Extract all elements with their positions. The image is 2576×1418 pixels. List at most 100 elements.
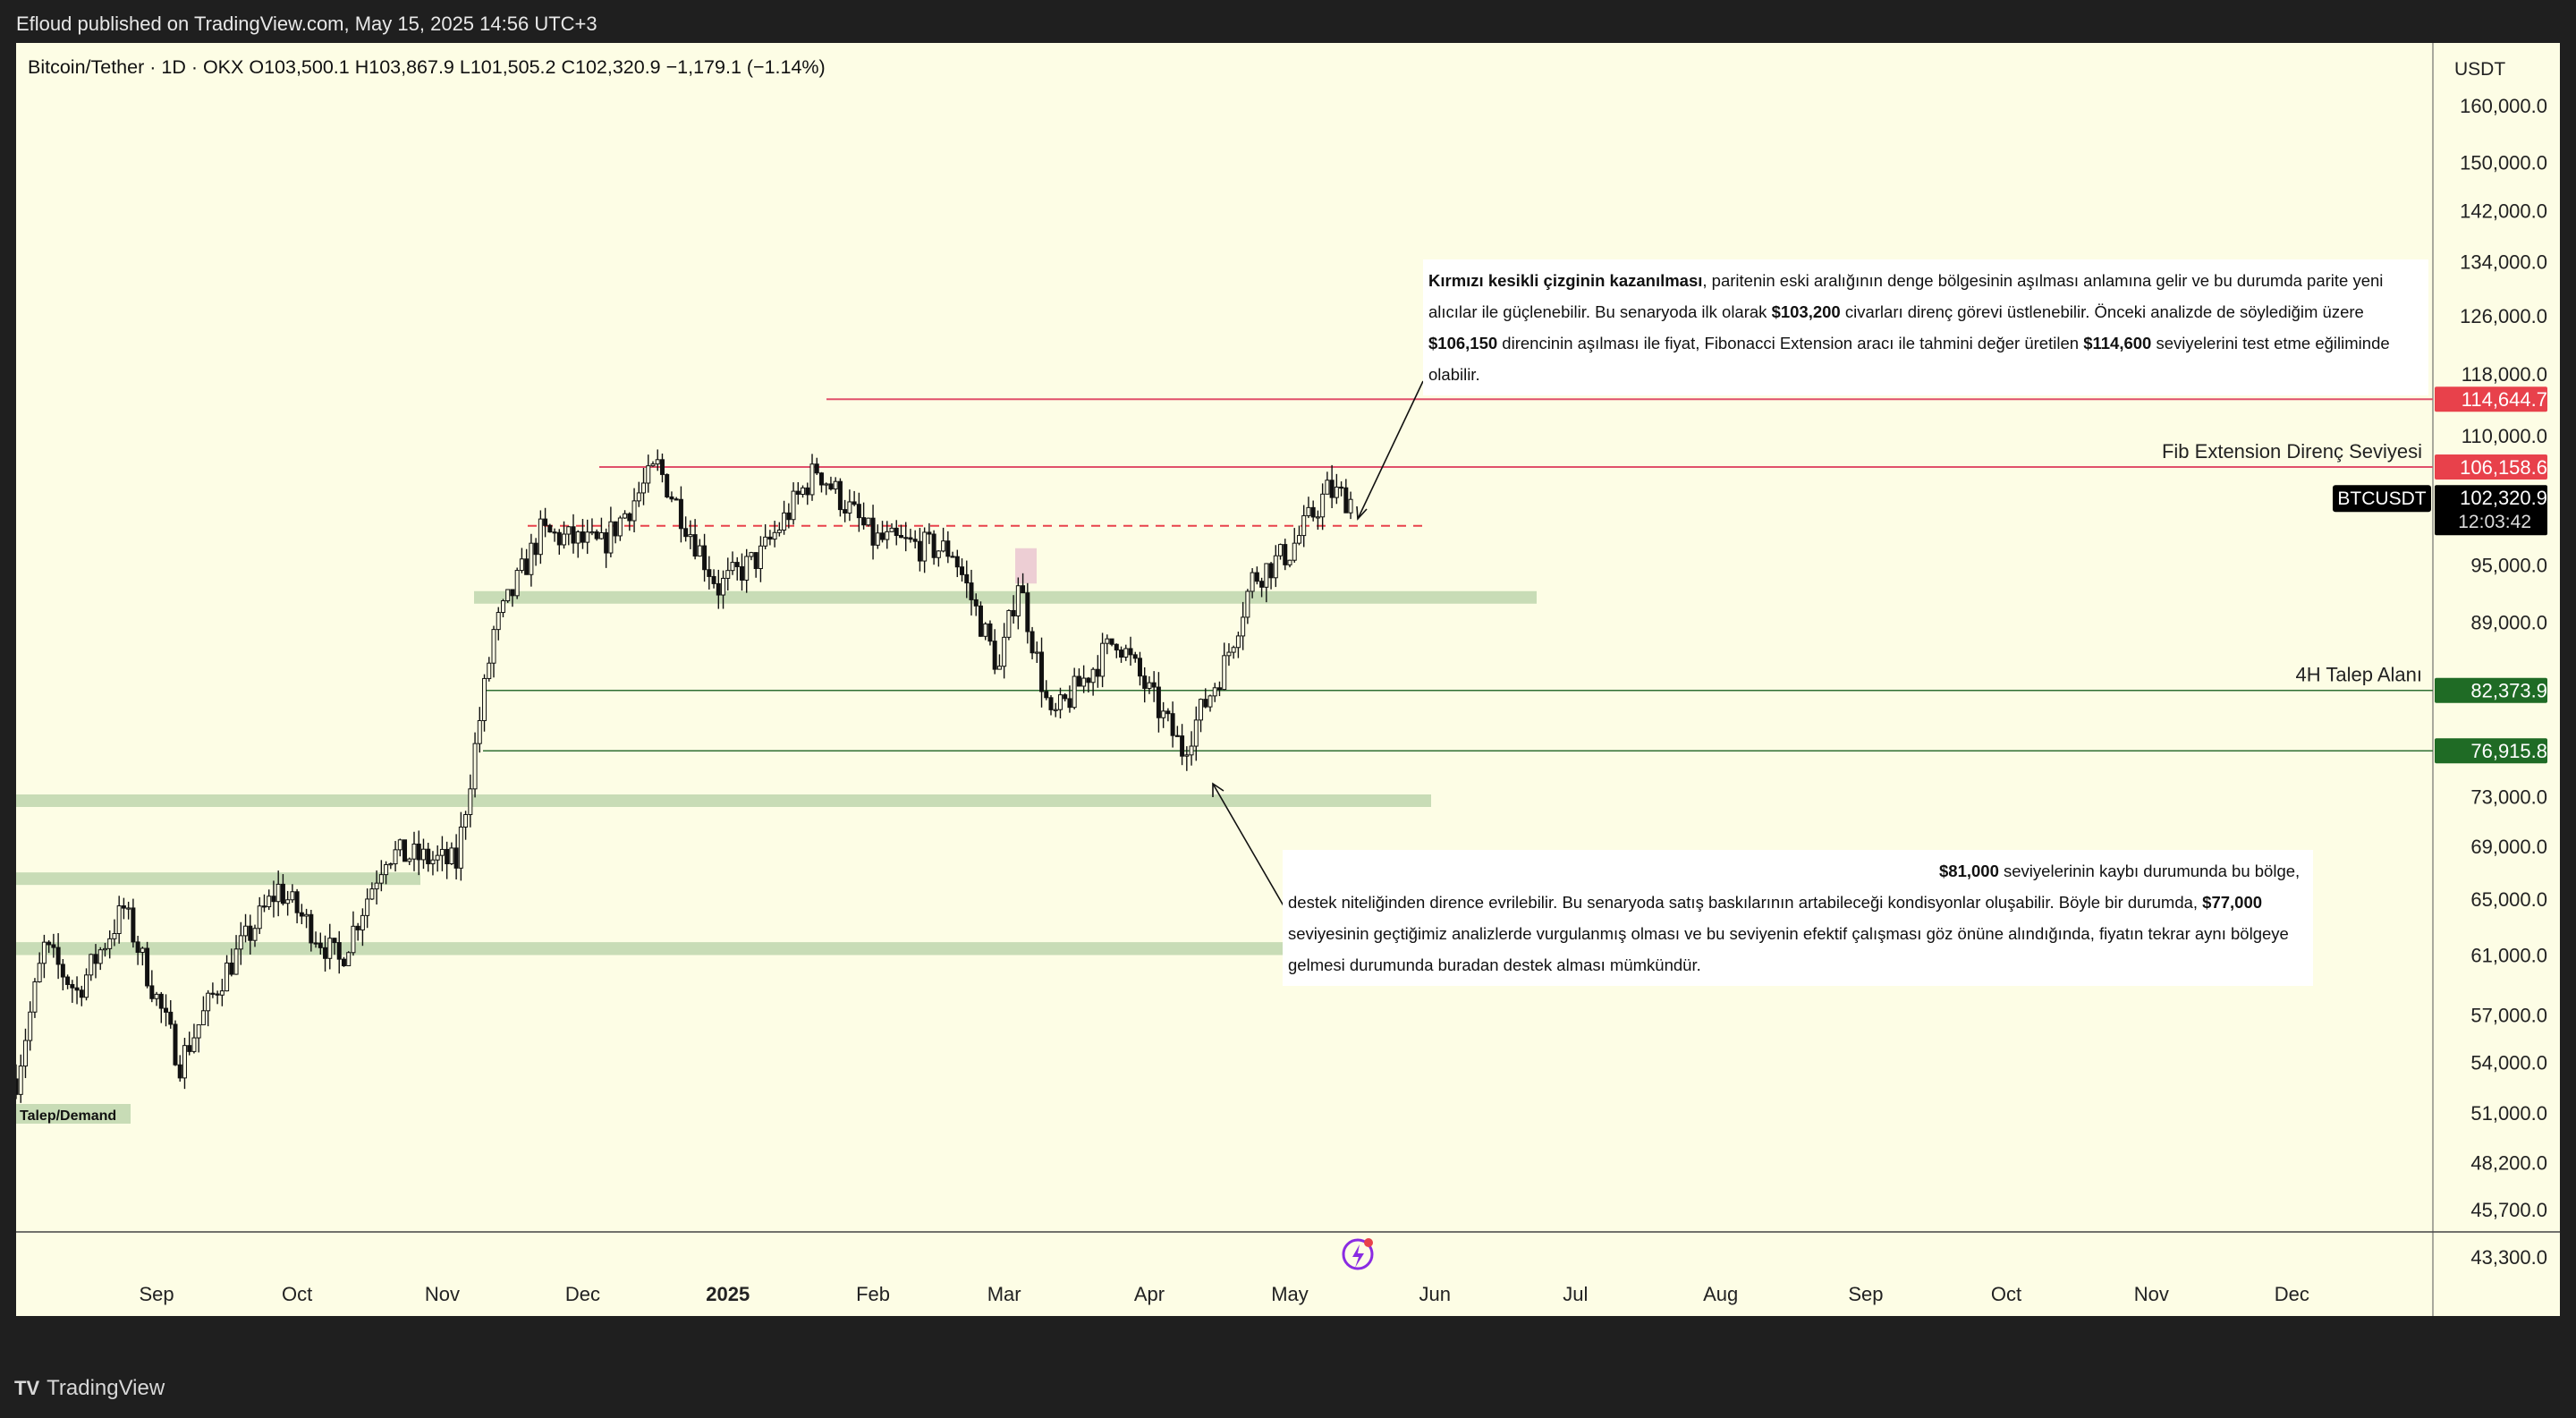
candle-2024-10-26 (411, 831, 417, 871)
candle-2024-09-08 (187, 1032, 192, 1056)
candle-2025-01-10 (767, 530, 773, 546)
price-tick: 57,000.0 (2470, 1004, 2547, 1026)
candle-2024-10-14 (355, 922, 360, 941)
candle-body (393, 849, 398, 865)
candle-body (168, 1011, 174, 1025)
candle-body (791, 490, 796, 521)
candle-body (1250, 572, 1255, 592)
candle-2025-04-17 (1222, 642, 1227, 691)
candle-2024-10-01 (294, 888, 300, 924)
note-top-bold4: $114,600 (2083, 334, 2152, 352)
candle-2024-09-20 (243, 913, 249, 943)
time-label-apr: Apr (1134, 1283, 1165, 1305)
candle-2025-02-05 (889, 522, 894, 532)
candle-2025-03-19 (1086, 676, 1091, 693)
candle-body (332, 938, 337, 944)
candle-body (215, 993, 220, 996)
candle-2025-01-03 (734, 556, 740, 581)
candle-body (1193, 719, 1199, 747)
candle-2024-11-25 (552, 528, 557, 542)
candle-body (477, 719, 482, 744)
time-label-dec: Dec (565, 1283, 600, 1305)
candle-2025-02-22 (969, 569, 974, 616)
candle-body (135, 941, 140, 953)
candle-2024-10-25 (407, 857, 412, 866)
candle-body (1235, 635, 1241, 649)
candle-2025-05-06 (1310, 500, 1316, 522)
symbol-name: Bitcoin/Tether · 1D · OKX (28, 56, 243, 78)
candle-2024-11-24 (547, 523, 553, 533)
candle-body (608, 521, 614, 554)
annotation-arrows (1212, 380, 1424, 921)
candle-body (571, 526, 576, 544)
chart-area[interactable]: USDT 160,000.0 150,000.0 142,000.0 134,000.0… (16, 43, 2560, 1316)
candle-2024-08-30 (145, 941, 150, 989)
candle-body (580, 531, 585, 543)
candle-2024-08-27 (131, 898, 136, 948)
candle-body (1123, 648, 1129, 658)
candle-2025-05-01 (1287, 559, 1292, 568)
candle-2024-10-07 (323, 935, 328, 972)
candle-body (987, 623, 993, 642)
price-chart[interactable]: USDT 160,000.0 150,000.0 142,000.0 134,000.0… (16, 43, 2560, 1316)
candle-body (983, 623, 988, 637)
candle-body (323, 947, 328, 959)
candle-2024-09-23 (257, 896, 262, 934)
countdown-timer: 12:03:42 (2458, 512, 2531, 532)
candle-body (453, 847, 459, 869)
candle-2024-10-21 (388, 862, 394, 870)
candle-2024-10-04 (309, 910, 314, 952)
candle-2024-10-19 (378, 860, 384, 892)
candle-2025-03-17 (1076, 668, 1081, 687)
candle-2025-05-08 (1320, 483, 1326, 531)
candle-2024-12-18 (659, 453, 665, 483)
candle-2024-10-05 (313, 931, 318, 948)
candle-2025-05-14 (1348, 491, 1353, 520)
candle-body (1348, 498, 1353, 514)
price-tick: 134,000.0 (2460, 251, 2547, 274)
arrow-top-shaft (1357, 380, 1424, 520)
candle-2025-04-21 (1241, 601, 1246, 650)
candle-2025-03-10 (1044, 680, 1049, 701)
candle-2024-11-29 (571, 514, 576, 554)
candle-2024-12-26 (697, 539, 702, 557)
candle-2024-12-05 (598, 517, 604, 540)
candle-body (954, 556, 960, 568)
candle-2024-11-07 (468, 774, 473, 828)
candle-2024-09-17 (229, 948, 234, 977)
candle-body (47, 941, 52, 946)
candle-body (164, 1007, 169, 1013)
candle-2025-01-27 (847, 489, 852, 522)
candle-body (177, 1064, 182, 1079)
currency-label: USDT (2454, 59, 2505, 80)
candle-body (1180, 735, 1185, 757)
candle-2025-01-24 (833, 477, 838, 494)
demand-zone-2 (16, 794, 1431, 807)
candle-2025-01-06 (749, 551, 754, 561)
candle-2025-03-15 (1067, 685, 1072, 713)
candle-body (650, 463, 656, 467)
candle-2024-10-08 (327, 923, 333, 970)
candle-body (327, 938, 333, 959)
footer-brand[interactable]: TV TradingView (14, 1376, 165, 1401)
candle-body (659, 459, 665, 475)
current-price-badge-bg (2435, 485, 2547, 536)
candle-body (360, 914, 365, 930)
candle-2024-08-24 (116, 896, 122, 944)
time-label-jun: Jun (1419, 1283, 1451, 1305)
candle-body (200, 1010, 206, 1025)
candle-2025-03-12 (1053, 702, 1058, 717)
candle-body (866, 517, 871, 526)
candle-body (1184, 754, 1190, 757)
candle-2024-12-20 (669, 491, 674, 503)
note-bottom-bold1: $81,000 (1939, 862, 1999, 880)
candle-2024-10-03 (304, 908, 309, 929)
time-label-dec: Dec (2275, 1283, 2309, 1305)
candle-body (1222, 655, 1227, 691)
candle-2024-08-16 (79, 985, 84, 1006)
candle-2024-09-01 (154, 991, 159, 1006)
candle-body (60, 964, 65, 978)
candle-body (140, 947, 145, 953)
candle-body (730, 562, 735, 572)
candle-2025-04-10 (1189, 731, 1194, 766)
